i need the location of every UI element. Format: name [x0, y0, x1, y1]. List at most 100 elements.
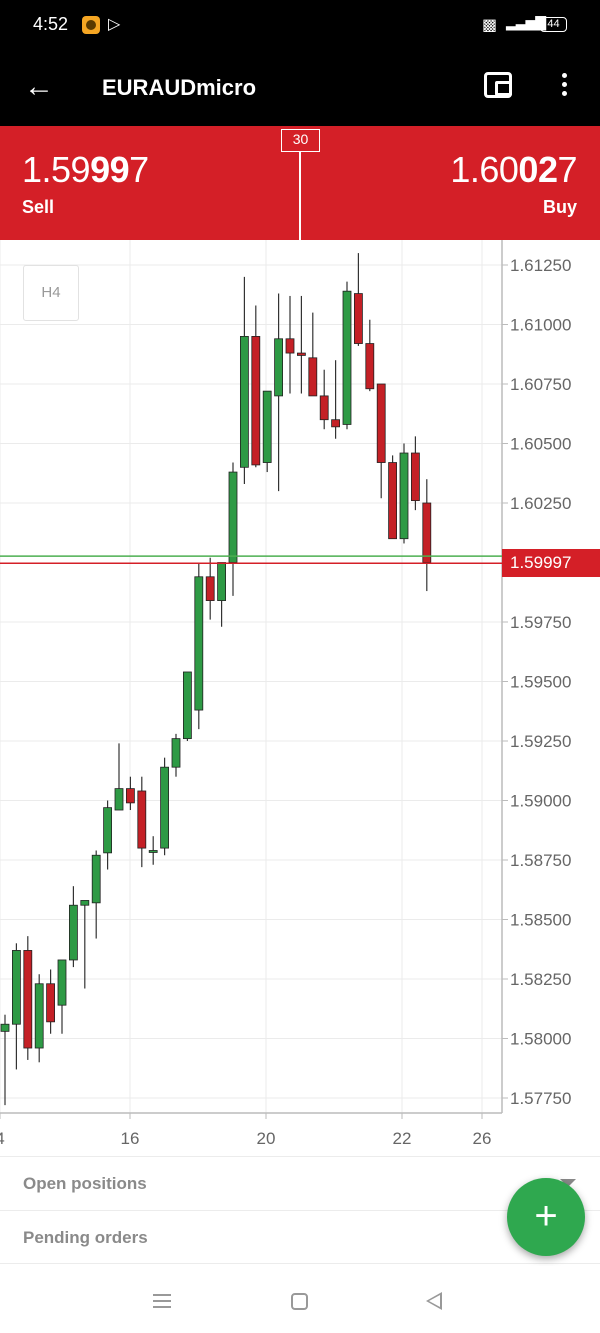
candle-body: [103, 807, 112, 854]
y-tick-label: 1.60500: [510, 435, 571, 454]
candle-body: [422, 502, 432, 563]
candle-bull: [274, 293, 284, 492]
candle-bear: [205, 557, 215, 620]
y-tick-label: 1.58000: [510, 1030, 571, 1049]
open-positions-label: Open positions: [23, 1174, 147, 1193]
x-tick-label: 26: [473, 1129, 492, 1148]
candle-bear: [126, 776, 135, 811]
y-tick-label: 1.58500: [510, 911, 571, 930]
x-tick-label: 4: [0, 1129, 5, 1148]
y-tick-label: 1.57750: [510, 1089, 571, 1108]
wallet-icon[interactable]: [484, 72, 512, 98]
candle-bull: [171, 733, 181, 777]
candle-body: [57, 959, 67, 1006]
system-nav-bar: [0, 1266, 600, 1333]
signal-icon: ▂▃▅▇: [506, 14, 546, 30]
candle-body: [46, 983, 55, 1023]
candle-body: [34, 983, 44, 1049]
vibrate-icon: ▩: [482, 17, 498, 34]
candle-body: [228, 471, 238, 563]
candle-body: [285, 338, 295, 354]
candle-body: [262, 390, 272, 463]
candle-body: [171, 738, 181, 768]
candle-bear: [137, 776, 147, 868]
y-tick-label: 1.60750: [510, 375, 571, 394]
candle-bull: [239, 276, 249, 484]
candle-body: [239, 336, 249, 468]
price-chart[interactable]: 1.61250 1.61000 1.60750 1.60500 1.60250 1.597…: [0, 240, 600, 1156]
pending-orders-tab[interactable]: Pending orders: [0, 1210, 600, 1264]
x-tick-label: 16: [121, 1129, 140, 1148]
candle-bull: [0, 1014, 10, 1106]
candle-bull: [160, 757, 170, 856]
candles: [0, 253, 432, 1106]
y-tick-label: 1.59500: [510, 673, 571, 692]
candle-body: [182, 671, 192, 740]
candle-body: [388, 462, 398, 540]
buy-button[interactable]: 1.60027 Buy: [301, 126, 600, 240]
candle-bull: [182, 671, 192, 741]
chevron-down-icon[interactable]: [560, 1179, 576, 1187]
candle-bear: [46, 969, 55, 1034]
buy-price: 1.60027: [450, 149, 577, 190]
quote-bar: 1.59997 Sell 1.60027 Buy: [0, 126, 600, 240]
back-triangle-icon[interactable]: [426, 1292, 442, 1310]
chart-axes: 1.61250 1.61000 1.60750 1.60500 1.60250 1.597…: [0, 240, 600, 1148]
candle-body: [251, 336, 261, 466]
open-positions-tab[interactable]: Open positions: [0, 1156, 600, 1210]
candle-body: [365, 343, 375, 390]
candle-bear: [285, 295, 295, 394]
candle-bull: [262, 390, 272, 473]
y-tick-label: 1.59000: [510, 792, 571, 811]
candle-body: [319, 395, 329, 421]
sell-button[interactable]: 1.59997 Sell: [0, 126, 299, 240]
more-vertical-icon[interactable]: [552, 70, 576, 104]
candle-bear: [308, 312, 318, 397]
candle-bear: [319, 369, 329, 430]
candle-body: [23, 950, 33, 1049]
candle-body: [331, 419, 341, 428]
chart-grid: [0, 240, 502, 1113]
candle-bull: [34, 974, 44, 1063]
candle-body: [205, 576, 215, 601]
candle-bull: [103, 800, 112, 870]
quote-divider: [299, 151, 301, 240]
candle-body: [399, 452, 409, 540]
candle-body: [194, 576, 204, 711]
candle-body: [91, 854, 101, 904]
x-tick-label: 22: [393, 1129, 412, 1148]
candle-body: [308, 357, 318, 397]
play-store-icon: ▷: [108, 16, 121, 33]
candle-body: [80, 900, 90, 906]
candle-body: [274, 338, 284, 397]
candle-body: [11, 950, 21, 1025]
y-tick-label: 1.61000: [510, 316, 571, 335]
home-icon[interactable]: [291, 1293, 308, 1310]
y-tick-label: 1.58250: [510, 970, 571, 989]
status-bar: 4:52 ▷ ▩ ▂▃▅▇ 44: [0, 0, 600, 54]
sell-label: Sell: [22, 197, 55, 217]
candle-bull: [80, 900, 90, 989]
candle-body: [137, 790, 147, 849]
candle-bear: [388, 455, 398, 540]
candle-bear: [365, 319, 375, 392]
candle-bull: [114, 743, 124, 811]
arrow-left-icon: ←: [24, 70, 54, 103]
menu-icon[interactable]: [153, 1294, 171, 1308]
back-button[interactable]: ←: [24, 70, 58, 104]
app-notification-icon: [82, 16, 100, 34]
candle-body: [296, 352, 306, 356]
candle-body: [69, 904, 78, 961]
candle-body: [353, 293, 363, 344]
candle-bull: [217, 562, 227, 627]
candle-body: [342, 290, 352, 425]
candle-bull: [228, 462, 238, 596]
new-order-button[interactable]: +: [507, 1178, 585, 1256]
candle-body: [217, 562, 227, 601]
pending-orders-label: Pending orders: [23, 1228, 148, 1247]
y-tick-label: 1.59250: [510, 732, 571, 751]
timeframe-selector[interactable]: H4: [23, 265, 79, 321]
candle-body: [0, 1023, 10, 1032]
candle-bull: [11, 943, 21, 1070]
candle-body: [114, 788, 124, 811]
